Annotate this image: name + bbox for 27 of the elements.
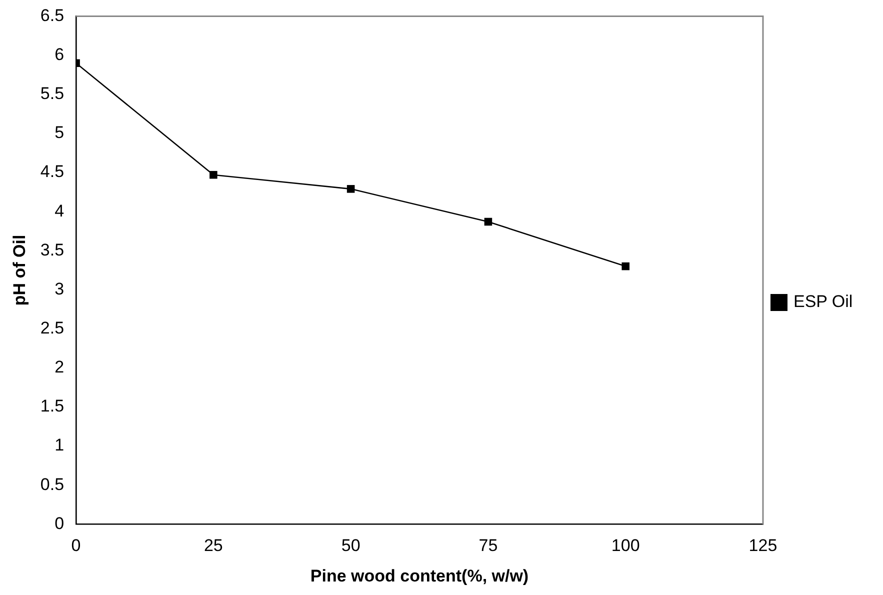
- y-tick-label: 4: [54, 201, 64, 220]
- point: [622, 262, 630, 270]
- y-tick-label: 3: [54, 279, 64, 298]
- x-tick-label: 0: [71, 536, 81, 556]
- x-tick-label: 125: [748, 536, 778, 556]
- y-tick-label: 3.5: [40, 240, 64, 260]
- y-tick-label: 6.5: [40, 6, 64, 25]
- y-tick-label: 0.5: [40, 474, 64, 494]
- point: [484, 218, 492, 226]
- x-tick-label: 50: [341, 536, 360, 556]
- point: [210, 170, 218, 179]
- y-axis-title: pH of Oil: [10, 234, 29, 306]
- x-tick-label: 25: [204, 536, 223, 556]
- y-tick-label: 1.5: [40, 396, 64, 416]
- x-tick-label: 75: [478, 536, 498, 556]
- point: [346, 185, 355, 193]
- y-tick-label: 1: [54, 436, 64, 455]
- x-axis-title: Pine wood content(%, w/w): [310, 566, 529, 586]
- legend-label: ESP Oil: [793, 292, 853, 312]
- y-tick-label: 4.5: [40, 162, 64, 182]
- y-tick-label: 2: [54, 358, 64, 377]
- y-tick-label: 6: [54, 44, 64, 64]
- y-tick-label: 2.5: [40, 318, 64, 338]
- x-tick-label: 100: [611, 536, 640, 556]
- y-tick-label: 5.5: [40, 84, 64, 104]
- y-tick-label: 0: [54, 514, 64, 533]
- y-tick-label: 5: [54, 123, 64, 142]
